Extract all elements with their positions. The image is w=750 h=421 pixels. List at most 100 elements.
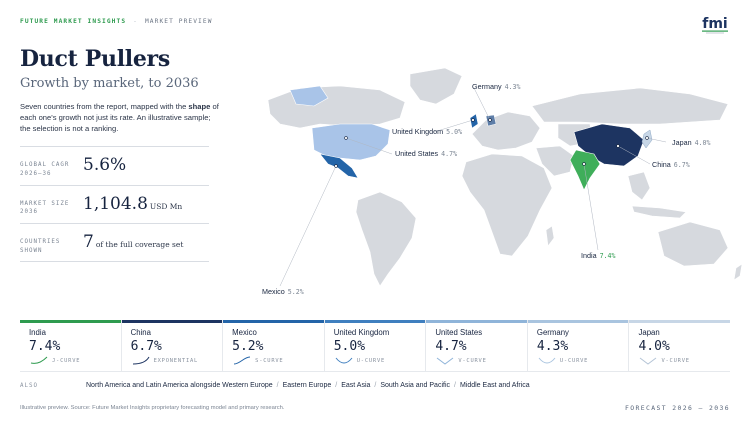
indonesia-shape <box>631 205 687 219</box>
also-label: ALSO <box>20 383 38 389</box>
germany-marker <box>488 118 492 122</box>
country-name: Japan <box>638 328 660 337</box>
alaska-shape <box>289 85 329 107</box>
country-name: China <box>130 328 151 337</box>
country-name: Mexico <box>232 328 257 337</box>
page-subtitle: Growth by market, to 2036 <box>20 76 199 91</box>
section-label: MARKET PREVIEW <box>144 18 213 25</box>
africa-shape <box>461 153 553 257</box>
madagascar-shape <box>545 225 555 247</box>
page-title: Duct Pullers <box>20 46 170 72</box>
country-cagr: 4.7% <box>435 339 467 354</box>
stat-value: 5.6% <box>83 155 127 175</box>
country-cagr: 5.0% <box>333 339 366 354</box>
curve-type: J-CURVE <box>52 358 81 364</box>
south-america-shape <box>355 191 417 287</box>
russia-shape <box>531 87 729 125</box>
country-card-united-states: United States 4.7% V-CURVE <box>426 320 528 371</box>
china-marker <box>616 144 620 148</box>
country-cagr: 4.3% <box>536 339 569 354</box>
japan-marker <box>645 136 649 140</box>
region-item: Eastern Europe <box>282 382 332 389</box>
world-map-graphic <box>267 67 743 287</box>
region-item: Middle East and Africa <box>459 382 530 389</box>
country-cagr: 5.2% <box>232 339 264 354</box>
region-item: South Asia and Pacific <box>380 382 450 389</box>
top-bar: FUTURE MARKET INSIGHTS - MARKET PREVIEW <box>20 18 213 25</box>
curve-type: U-CURVE <box>356 358 386 364</box>
also-regions: North America and Latin America alongsid… <box>86 382 530 389</box>
callout-germany: Germany 4.3% <box>472 82 521 91</box>
svg-text:fmi: fmi <box>702 16 727 32</box>
callout-japan: Japan 4.0% <box>672 138 711 147</box>
color-bar <box>121 320 223 323</box>
country-card-japan: Japan 4.0% V-CURVE <box>629 320 731 371</box>
country-name: United States <box>435 328 483 337</box>
mexico-shape <box>319 153 359 179</box>
header-separator: - <box>133 18 138 25</box>
southeast-asia-shape <box>627 171 651 201</box>
color-bar <box>629 320 731 323</box>
v-curve-icon <box>437 357 454 365</box>
footer-note: Illustrative preview. Source: Future Mar… <box>20 405 285 411</box>
canada-shape <box>267 85 406 129</box>
country-name: United Kingdom <box>333 328 390 337</box>
country-card-mexico: Mexico 5.2% S-CURVE <box>223 320 325 371</box>
callout-india: India 7.4% <box>581 251 616 260</box>
india-marker <box>582 162 586 166</box>
u-curve-icon <box>335 357 353 364</box>
color-bar <box>324 320 426 323</box>
country-cagr: 4.0% <box>638 339 670 354</box>
callout-united-states: United States 4.7% <box>395 149 458 158</box>
country-card-germany: Germany 4.3% U-CURVE <box>527 320 630 371</box>
curve-type: V-CURVE <box>458 358 487 364</box>
stat-label: COUNTRIES SHOWN <box>20 239 61 254</box>
country-card-india: India 7.4% J-CURVE <box>20 320 122 371</box>
callout-mexico: Mexico 5.2% <box>262 287 304 296</box>
s-curve-icon <box>234 356 251 365</box>
country-strip: India 7.4% J-CURVE China 6.7% EXPONENTIA… <box>20 320 731 372</box>
middle-east-shape <box>535 145 575 177</box>
mexico-marker <box>334 164 338 168</box>
color-bar <box>527 320 629 323</box>
greenland-shape <box>409 67 463 105</box>
country-cagr: 7.4% <box>29 339 61 354</box>
us-marker <box>344 136 348 140</box>
region-item: East Asia <box>341 382 371 389</box>
fmi-logo: fmi <box>702 16 728 34</box>
callout-united-kingdom: United Kingdom 5.0% <box>392 127 463 136</box>
curve-type: S-CURVE <box>255 358 284 364</box>
stat-market-size: MARKET SIZE 2036 1,104.8 USD Mn <box>20 184 209 224</box>
europe-shape <box>471 111 541 151</box>
country-cagr: 6.7% <box>130 339 162 354</box>
country-card-china: China 6.7% EXPONENTIAL <box>121 320 224 371</box>
brand-name: FUTURE MARKET INSIGHTS <box>20 18 127 25</box>
v-curve-icon <box>640 357 657 365</box>
j-curve-icon <box>30 356 48 364</box>
color-bar <box>223 320 324 323</box>
new-zealand-shape <box>733 263 743 281</box>
intro-text: Seven countries from the report, mapped … <box>20 102 219 134</box>
exponential-curve-icon <box>132 356 150 365</box>
country-card-united-kingdom: United Kingdom 5.0% U-CURVE <box>324 320 427 371</box>
stat-countries-shown: COUNTRIES SHOWN 7 of the full coverage set <box>20 223 209 262</box>
australia-shape <box>657 221 729 267</box>
stat-global-cagr: GLOBAL CAGR 2026–36 5.6% <box>20 146 209 185</box>
country-name: India <box>29 328 46 337</box>
callout-china: China 6.7% <box>652 160 690 169</box>
stat-label: GLOBAL CAGR 2026–36 <box>20 162 70 177</box>
color-bar <box>20 320 121 323</box>
stat-value: 1,104.8 USD Mn <box>83 193 183 214</box>
region-item: North America and Latin America alongsid… <box>86 382 273 389</box>
stat-value: 7 of the full coverage set <box>83 232 184 252</box>
curve-type: EXPONENTIAL <box>153 358 199 364</box>
uk-marker <box>471 118 475 122</box>
country-name: Germany <box>536 328 569 337</box>
key-stats: GLOBAL CAGR 2026–36 5.6% MARKET SIZE 2036 … <box>20 146 209 262</box>
curve-type: V-CURVE <box>661 358 690 364</box>
us-shape <box>311 123 391 161</box>
forecast-range: FORECAST 2026 – 2036 <box>625 404 730 412</box>
color-bar <box>426 320 527 323</box>
curve-type: U-CURVE <box>559 358 589 364</box>
world-map: Germany 4.3% United Kingdom 5.0% United St… <box>240 60 750 310</box>
